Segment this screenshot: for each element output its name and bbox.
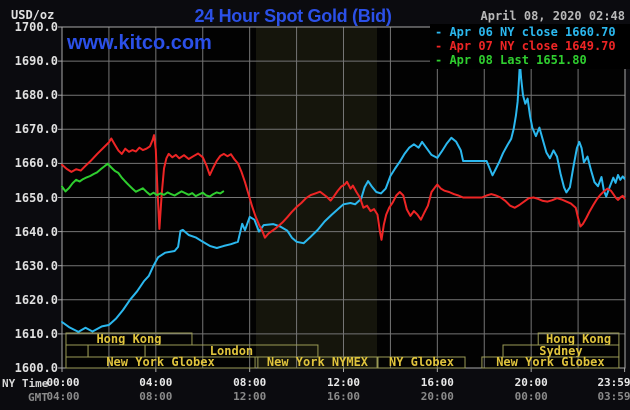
chart-legend: - Apr 06 NY close 1660.70 - Apr 07 NY cl…	[430, 24, 630, 69]
session-box-new-york-globex	[65, 356, 256, 369]
x-tick-label-ny: 04:00	[139, 376, 173, 389]
y-tick-label: 1690.0	[14, 54, 58, 69]
y-tick-label: 1600.0	[14, 361, 58, 375]
price-line-apr-06	[61, 61, 626, 333]
session-label: Sydney	[539, 344, 582, 358]
x-tick-label-gmt: 12:00	[233, 390, 267, 403]
x-tick-label-gmt: 20:00	[420, 390, 454, 403]
x-tick-label-gmt: 08:00	[139, 390, 173, 403]
kitco-watermark-link[interactable]: www.kitco.com	[67, 32, 212, 54]
y-tick-label: 1630.0	[14, 258, 58, 273]
y-axis-unit-label: USD/oz	[11, 8, 55, 22]
y-tick-label: 1610.0	[14, 326, 58, 341]
x-tick-label-gmt: 16:00	[326, 390, 361, 403]
session-box-new-york-nymex	[257, 356, 378, 369]
x-axis-ny-time-label: NY Time	[2, 377, 49, 390]
session-box-new-york-globex	[481, 356, 620, 369]
chart-datetime: April 08, 2020 02:48	[480, 9, 626, 23]
session-label: Hong Kong	[96, 332, 161, 346]
session-label: London	[210, 344, 253, 358]
price-line-apr-07	[61, 134, 626, 241]
x-tick-label-ny: 08:00	[233, 376, 267, 389]
price-line-apr-08	[61, 162, 225, 198]
session-label: NY Globex	[389, 355, 454, 369]
x-tick-label-gmt: 04:00	[46, 390, 80, 403]
session-label: New York NYMEX	[267, 355, 369, 369]
x-axis-gmt-label: GMT	[28, 391, 48, 404]
x-tick-label-ny: 20:00	[514, 376, 548, 389]
x-tick-label-gmt: 00:00	[514, 390, 548, 403]
y-tick-label: 1700.0	[14, 20, 58, 34]
chart-title: 24 Hour Spot Gold (Bid)	[194, 6, 392, 26]
legend-apr08: - Apr 08 Last 1651.80	[435, 53, 587, 67]
legend-apr06: - Apr 06 NY close 1660.70	[435, 25, 616, 39]
session-box-ny-globex	[377, 356, 466, 369]
legend-apr07: - Apr 07 NY close 1649.70	[435, 39, 616, 53]
x-tick-label-ny: 12:00	[326, 376, 361, 389]
y-tick-label: 1620.0	[14, 292, 58, 307]
session-label: Hong Kong	[546, 332, 611, 346]
session-label: New York Globex	[496, 355, 604, 369]
y-tick-label: 1640.0	[14, 224, 58, 239]
y-tick-label: 1680.0	[14, 88, 58, 103]
x-tick-label-ny: 23:59	[597, 376, 630, 389]
y-tick-label: 1650.0	[14, 190, 58, 205]
x-tick-label-ny: 00:00	[46, 376, 80, 389]
session-label: New York Globex	[106, 355, 214, 369]
x-tick-label-gmt: 03:59	[597, 390, 630, 403]
y-tick-label: 1670.0	[14, 122, 58, 137]
y-tick-label: 1660.0	[14, 156, 58, 171]
x-tick-label-ny: 16:00	[420, 376, 454, 389]
